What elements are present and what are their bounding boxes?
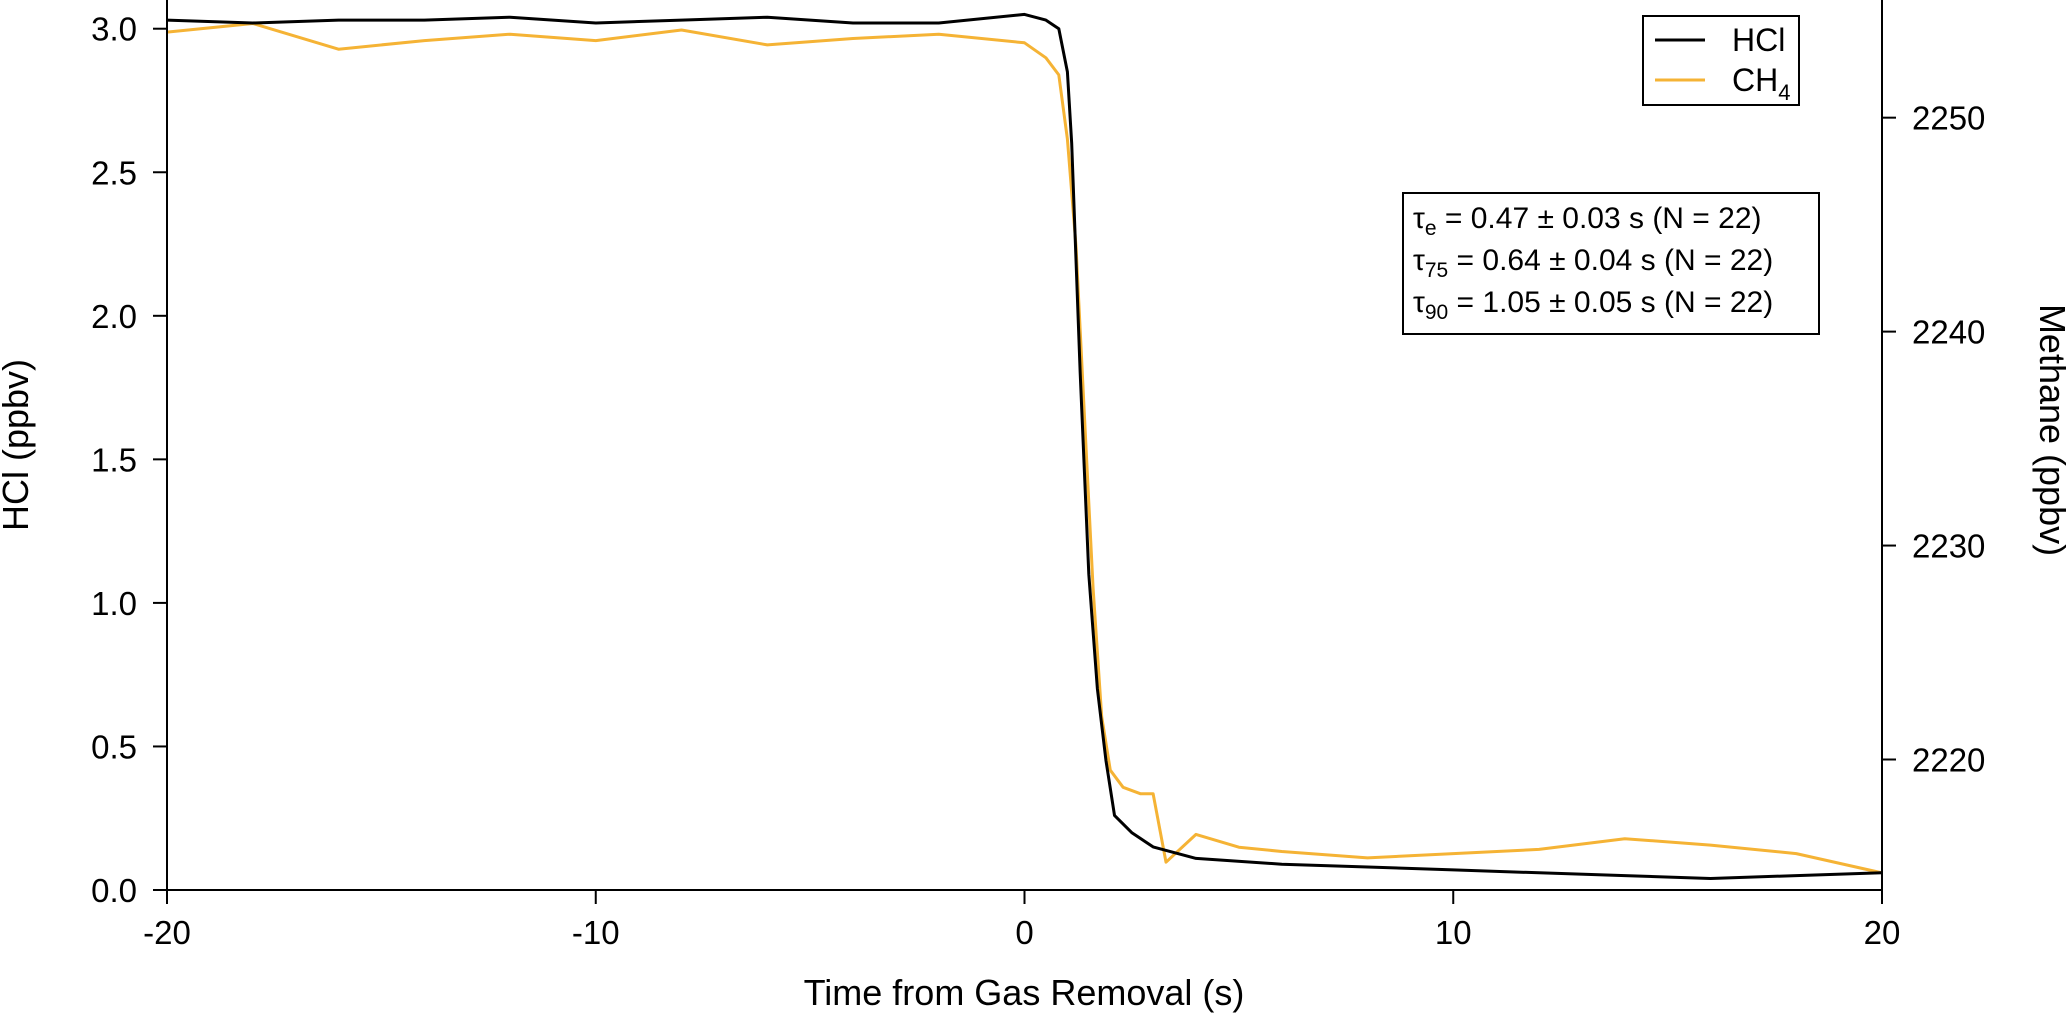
legend-box [1642,15,1800,106]
y-right-tick-label: 2230 [1912,528,1985,565]
y-left-tick-label: 1.0 [91,585,137,622]
y-right-tick-label: 2240 [1912,314,1985,351]
annotation-line-tau-e: τe = 0.47 ± 0.03 s (N = 22) [1413,202,1762,240]
legend: HCl CH4 [1642,15,1800,106]
x-tick-label: -20 [143,914,191,951]
y-right-axis-title: Methane (ppbv) [2032,304,2067,556]
annotation-line-tau-75: τ75 = 0.64 ± 0.04 s (N = 22) [1413,244,1773,282]
legend-label-hcl: HCl [1732,22,1785,58]
response-time-annotation: τe = 0.47 ± 0.03 s (N = 22) τ75 = 0.64 ±… [1402,192,1820,335]
x-tick-label: 20 [1864,914,1901,951]
y-right-tick-label: 2250 [1912,100,1985,137]
y-left-tick-label: 3.0 [91,11,137,48]
plot-lines [166,12,1883,880]
y-left-axis-title: HCl (ppbv) [0,359,36,531]
y-right-tick-label: 2220 [1912,741,1985,778]
legend-label-ch4: CH4 [1732,62,1790,105]
x-axis-title: Time from Gas Removal (s) [804,972,1245,1013]
y-left-tick-label: 2.5 [91,154,137,191]
y-left-tick-label: 2.0 [91,298,137,335]
annotation-line-tau-90: τ90 = 1.05 ± 0.05 s (N = 22) [1413,286,1773,324]
x-tick-label: 0 [1015,914,1033,951]
y-left-tick-label: 0.0 [91,872,137,909]
y-left-tick-label: 1.5 [91,441,137,478]
x-tick-label: 10 [1435,914,1472,951]
annotation-box [1402,192,1820,335]
series-line-hcl [166,12,1883,880]
axes [166,0,1883,891]
y-left-tick-label: 0.5 [91,728,137,765]
ticks: -20 -10 0 10 20 0.0 0.5 1.0 1.5 2.0 2.5 3.0 2220 2230… [91,11,1985,951]
x-tick-label: -10 [572,914,620,951]
series-line-ch4 [166,22,1883,875]
